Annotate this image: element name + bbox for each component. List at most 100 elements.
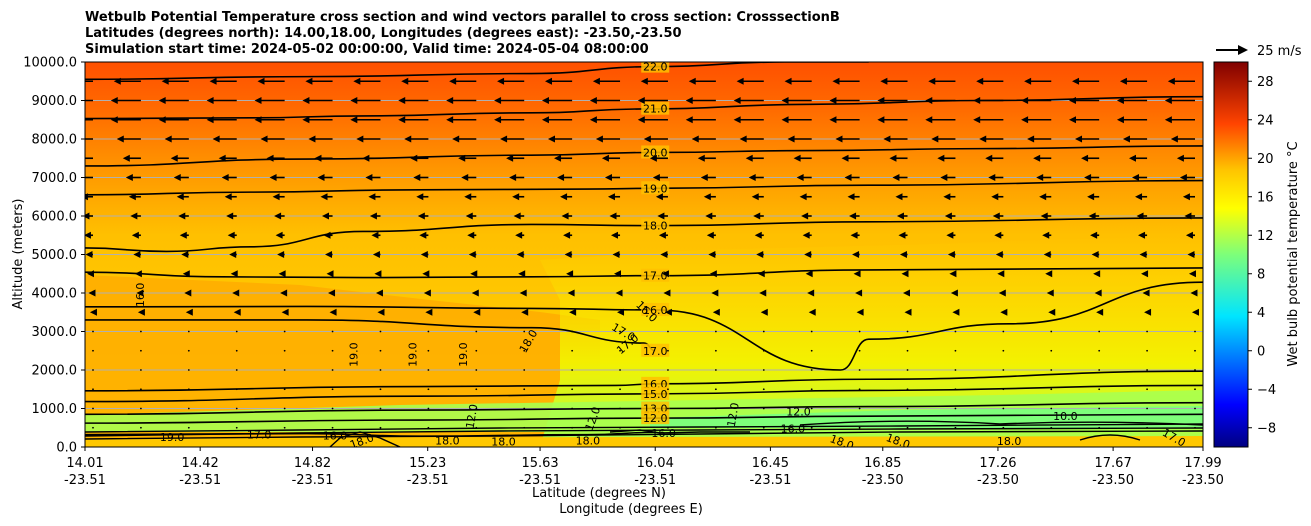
wind-vector-4-18 bbox=[937, 154, 956, 162]
wind-vector-18-3 bbox=[235, 426, 238, 429]
wind-vector-6-14 bbox=[751, 193, 764, 201]
wind-vector-8-7 bbox=[419, 231, 429, 239]
colorbar-ticks: −8 −4 0 4 8 12 16 20 24 28 bbox=[1248, 75, 1276, 436]
x-tick-lat-3: 15.23 bbox=[409, 456, 446, 471]
wind-vector-9-0 bbox=[85, 251, 93, 258]
y-tick-label-2: 2000.0 bbox=[32, 364, 78, 379]
wind-vector-2-3 bbox=[206, 116, 237, 124]
inline-label-1: 19.0 bbox=[347, 342, 360, 367]
wind-vector-12-23 bbox=[1191, 308, 1199, 316]
wind-vector-8-22 bbox=[1138, 231, 1148, 239]
wind-vector-2-14 bbox=[733, 116, 764, 124]
wind-vector-18-9 bbox=[523, 426, 526, 429]
wind-vector-17-20 bbox=[1050, 407, 1053, 410]
wind-vector-1-11 bbox=[589, 97, 621, 104]
wind-vector-0-9 bbox=[497, 77, 525, 85]
wind-vector-16-12 bbox=[667, 388, 669, 391]
wind-vector-11-21 bbox=[1094, 289, 1102, 297]
x-tick-lon-4: -23.51 bbox=[519, 473, 561, 488]
wind-vector-4-11 bbox=[601, 154, 621, 162]
wind-vector-4-14 bbox=[745, 154, 764, 162]
wind-vector-14-5 bbox=[331, 349, 334, 352]
wind-vector-16-3 bbox=[235, 388, 238, 391]
wind-vector-6-17 bbox=[895, 193, 908, 201]
wind-vector-14-10 bbox=[571, 349, 574, 352]
wind-vector-15-12 bbox=[667, 369, 669, 371]
wind-vector-8-8 bbox=[467, 231, 477, 239]
wind-vector-10-4 bbox=[278, 270, 286, 278]
wind-vector-8-23 bbox=[1185, 231, 1195, 239]
wind-vector-4-10 bbox=[554, 154, 573, 162]
wind-vector-2-11 bbox=[589, 116, 621, 124]
wind-vector-4-23 bbox=[1176, 154, 1195, 162]
wind-vector-6-21 bbox=[1087, 193, 1100, 201]
wind-vector-16-21 bbox=[1098, 388, 1101, 391]
wind-vector-18-15 bbox=[810, 426, 813, 429]
wind-vector-18-19 bbox=[1002, 426, 1005, 429]
wind-vector-13-15 bbox=[810, 330, 813, 333]
wind-vector-13-21 bbox=[1098, 330, 1101, 333]
contour-line-3 bbox=[85, 179, 1203, 196]
wind-vector-2-16 bbox=[829, 116, 860, 124]
colorbar: −8 −4 0 4 8 12 16 20 24 28 Wet bulb potential tem… bbox=[1213, 61, 1301, 448]
wind-vector-2-6 bbox=[350, 116, 381, 124]
wind-vector-10-22 bbox=[1141, 270, 1149, 278]
wind-vector-5-13 bbox=[700, 174, 716, 181]
wind-vector-10-23 bbox=[1188, 270, 1196, 278]
wind-vector-3-19 bbox=[979, 135, 1004, 143]
wind-vector-9-18 bbox=[947, 251, 956, 258]
y-tick-label-5: 5000.0 bbox=[32, 248, 78, 263]
wind-vector-14-14 bbox=[762, 349, 765, 352]
wind-vector-7-1 bbox=[130, 212, 141, 220]
wind-vector-0-14 bbox=[736, 77, 764, 85]
x-tick-lon-1: -23.51 bbox=[179, 473, 221, 488]
wind-vector-1-15 bbox=[781, 97, 812, 104]
wind-vector-13-7 bbox=[427, 330, 430, 333]
wind-vector-2-5 bbox=[302, 116, 333, 124]
contour-line-8 bbox=[85, 370, 1203, 392]
inline-label-24: 17.0 bbox=[247, 429, 272, 442]
wind-vector-15-11 bbox=[619, 369, 621, 371]
wind-vector-16-23 bbox=[1194, 388, 1196, 391]
wind-vector-1-16 bbox=[829, 97, 860, 104]
wind-vector-17-13 bbox=[714, 407, 717, 410]
wind-vector-18-20 bbox=[1050, 426, 1053, 429]
wind-vector-12-12 bbox=[664, 308, 672, 316]
wind-vector-16-20 bbox=[1050, 388, 1053, 391]
wind-vector-5-22 bbox=[1132, 174, 1148, 181]
wind-vector-6-13 bbox=[703, 193, 716, 201]
wind-vector-6-16 bbox=[847, 193, 860, 201]
wind-vector-8-3 bbox=[227, 231, 237, 239]
colorbar-label: Wet bulb potential temperature °C bbox=[1286, 141, 1301, 366]
wind-vector-1-5 bbox=[302, 97, 333, 104]
wind-vector-10-17 bbox=[901, 270, 909, 278]
wind-vector-11-18 bbox=[950, 289, 958, 297]
wind-vector-18-2 bbox=[187, 426, 190, 429]
wind-vector-15-5 bbox=[331, 369, 334, 371]
wind-vector-14-15 bbox=[810, 349, 813, 352]
wind-vector-14-18 bbox=[954, 349, 957, 352]
wind-vector-8-1 bbox=[131, 231, 141, 239]
wind-key: 25 m/s bbox=[1216, 44, 1302, 59]
wind-vector-10-18 bbox=[949, 270, 957, 278]
wind-vector-0-11 bbox=[592, 77, 621, 85]
wind-vector-3-3 bbox=[212, 135, 237, 143]
contour-label-1: 21.0 bbox=[641, 101, 670, 116]
wind-vector-16-18 bbox=[954, 388, 957, 391]
inline-label-23: 16.0 bbox=[323, 429, 348, 442]
wind-vector-14-16 bbox=[858, 349, 861, 352]
inline-label-2: 19.0 bbox=[406, 342, 419, 367]
wind-vector-17-9 bbox=[523, 407, 526, 410]
wind-vector-5-8 bbox=[461, 174, 477, 181]
wind-vector-0-5 bbox=[305, 77, 333, 85]
wind-vector-10-15 bbox=[805, 270, 813, 278]
wind-vector-0-1 bbox=[113, 77, 141, 85]
y-axis-label: Altitude (meters) bbox=[11, 199, 26, 310]
wind-vector-1-7 bbox=[398, 97, 429, 104]
wind-vector-14-19 bbox=[1002, 349, 1005, 352]
wind-vector-18-1 bbox=[140, 426, 142, 429]
wind-vector-11-9 bbox=[519, 289, 527, 297]
wind-vector-17-17 bbox=[906, 407, 909, 410]
wind-vector-2-1 bbox=[110, 116, 141, 124]
wind-vector-2-21 bbox=[1069, 116, 1100, 124]
